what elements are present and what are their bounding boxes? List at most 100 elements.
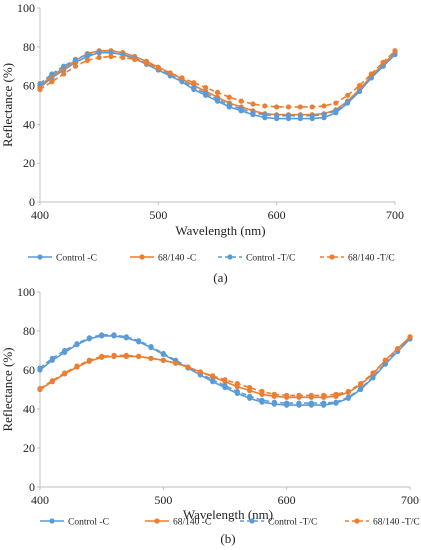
data-point bbox=[358, 381, 364, 387]
data-point bbox=[74, 363, 80, 369]
series-0 bbox=[37, 333, 413, 408]
data-point bbox=[173, 360, 179, 366]
data-point bbox=[333, 391, 339, 397]
legend-swatch-marker bbox=[354, 518, 360, 524]
data-point bbox=[148, 344, 154, 350]
data-point bbox=[185, 364, 191, 370]
legend-swatch-marker bbox=[49, 518, 55, 524]
data-point bbox=[356, 88, 363, 95]
legend-label: Control -T/C bbox=[246, 254, 295, 264]
data-point bbox=[37, 86, 43, 93]
x-tick-label: 500 bbox=[154, 493, 172, 507]
data-point bbox=[61, 63, 67, 69]
x-tick-label: 600 bbox=[278, 493, 296, 507]
data-point bbox=[155, 65, 161, 71]
series-line bbox=[39, 335, 411, 406]
data-point bbox=[74, 341, 80, 347]
data-point bbox=[214, 96, 221, 102]
data-point bbox=[271, 399, 277, 405]
data-point bbox=[108, 50, 114, 56]
data-point bbox=[226, 94, 232, 100]
data-point bbox=[308, 400, 314, 406]
data-point bbox=[226, 102, 232, 108]
data-point bbox=[72, 63, 79, 69]
legend: Control -C 68/140 -C Control -T/C 68/140 -T… bbox=[28, 254, 395, 264]
data-point bbox=[259, 397, 265, 403]
chart-panel-a: 0 20 40 60 80 100 400 500 600 700 Wavelength (nm) R… bbox=[0, 1, 404, 285]
data-point bbox=[345, 99, 351, 105]
y-tick-label: 20 bbox=[23, 156, 35, 170]
y-tick-label: 60 bbox=[23, 363, 35, 377]
data-point bbox=[99, 332, 105, 338]
x-tick-label: 400 bbox=[31, 208, 49, 222]
panel-label: (a) bbox=[213, 270, 227, 285]
data-point bbox=[250, 110, 256, 116]
legend-item: Control -T/C bbox=[218, 254, 295, 264]
data-point bbox=[108, 53, 114, 60]
data-point bbox=[111, 332, 117, 338]
data-point bbox=[234, 388, 240, 395]
data-point bbox=[309, 113, 315, 119]
legend-label: 68/140 -T/C bbox=[373, 518, 420, 528]
data-point bbox=[136, 353, 142, 359]
x-tick-label: 500 bbox=[149, 208, 167, 222]
y-tick-label: 40 bbox=[23, 402, 35, 416]
data-point bbox=[321, 392, 327, 398]
legend-swatch-marker bbox=[37, 254, 43, 260]
data-point bbox=[380, 59, 386, 65]
data-point bbox=[210, 373, 216, 379]
data-point bbox=[333, 108, 339, 114]
data-point bbox=[345, 92, 351, 98]
series-line bbox=[39, 334, 411, 404]
data-point bbox=[395, 345, 401, 352]
data-point bbox=[238, 106, 244, 112]
x-tick-label: 600 bbox=[268, 208, 286, 222]
data-point bbox=[333, 399, 339, 405]
data-point bbox=[238, 98, 244, 104]
data-point bbox=[262, 112, 268, 118]
data-point bbox=[37, 365, 43, 371]
data-point bbox=[191, 84, 197, 91]
data-point bbox=[380, 63, 386, 69]
chart-panel-b: 0 20 40 60 80 100 400 500 600 700 Wavelength (nm) R… bbox=[0, 285, 420, 546]
series-3 bbox=[37, 48, 398, 110]
data-point bbox=[284, 400, 290, 406]
data-point bbox=[179, 75, 185, 81]
data-point bbox=[62, 347, 68, 354]
data-point bbox=[368, 71, 374, 77]
series-2 bbox=[37, 50, 398, 119]
data-point bbox=[262, 103, 268, 109]
legend-swatch-marker bbox=[329, 254, 335, 260]
data-point bbox=[203, 84, 209, 91]
y-tick-label: 0 bbox=[29, 195, 35, 209]
legend-label: Control -T/C bbox=[268, 518, 317, 528]
data-point bbox=[284, 392, 290, 398]
legend-swatch-marker bbox=[227, 254, 233, 260]
y-tick-label: 80 bbox=[23, 324, 35, 338]
legend-item: 68/140 -T/C bbox=[320, 254, 395, 264]
data-point bbox=[99, 353, 105, 359]
data-point bbox=[49, 378, 55, 384]
data-point bbox=[160, 350, 166, 357]
y-axis-title: Reflectance (%) bbox=[0, 347, 15, 431]
data-point bbox=[368, 75, 374, 81]
data-point bbox=[407, 334, 413, 340]
data-point bbox=[197, 369, 203, 375]
legend-item: Control -C bbox=[28, 254, 97, 264]
data-point bbox=[61, 71, 67, 77]
data-point bbox=[285, 113, 292, 119]
legend-item: Control -C bbox=[40, 518, 109, 528]
legend-item: Control -T/C bbox=[240, 518, 317, 528]
y-axis-title: Reflectance (%) bbox=[0, 63, 15, 147]
series-0 bbox=[37, 50, 398, 122]
data-point bbox=[191, 80, 197, 86]
data-point bbox=[84, 51, 90, 58]
legend-label: Control -C bbox=[56, 254, 97, 264]
x-tick-label: 400 bbox=[31, 493, 49, 507]
data-point bbox=[37, 81, 43, 87]
data-point bbox=[370, 374, 376, 380]
series-line bbox=[39, 49, 396, 116]
data-point bbox=[49, 71, 55, 77]
data-point bbox=[345, 394, 351, 400]
data-point bbox=[358, 385, 364, 392]
